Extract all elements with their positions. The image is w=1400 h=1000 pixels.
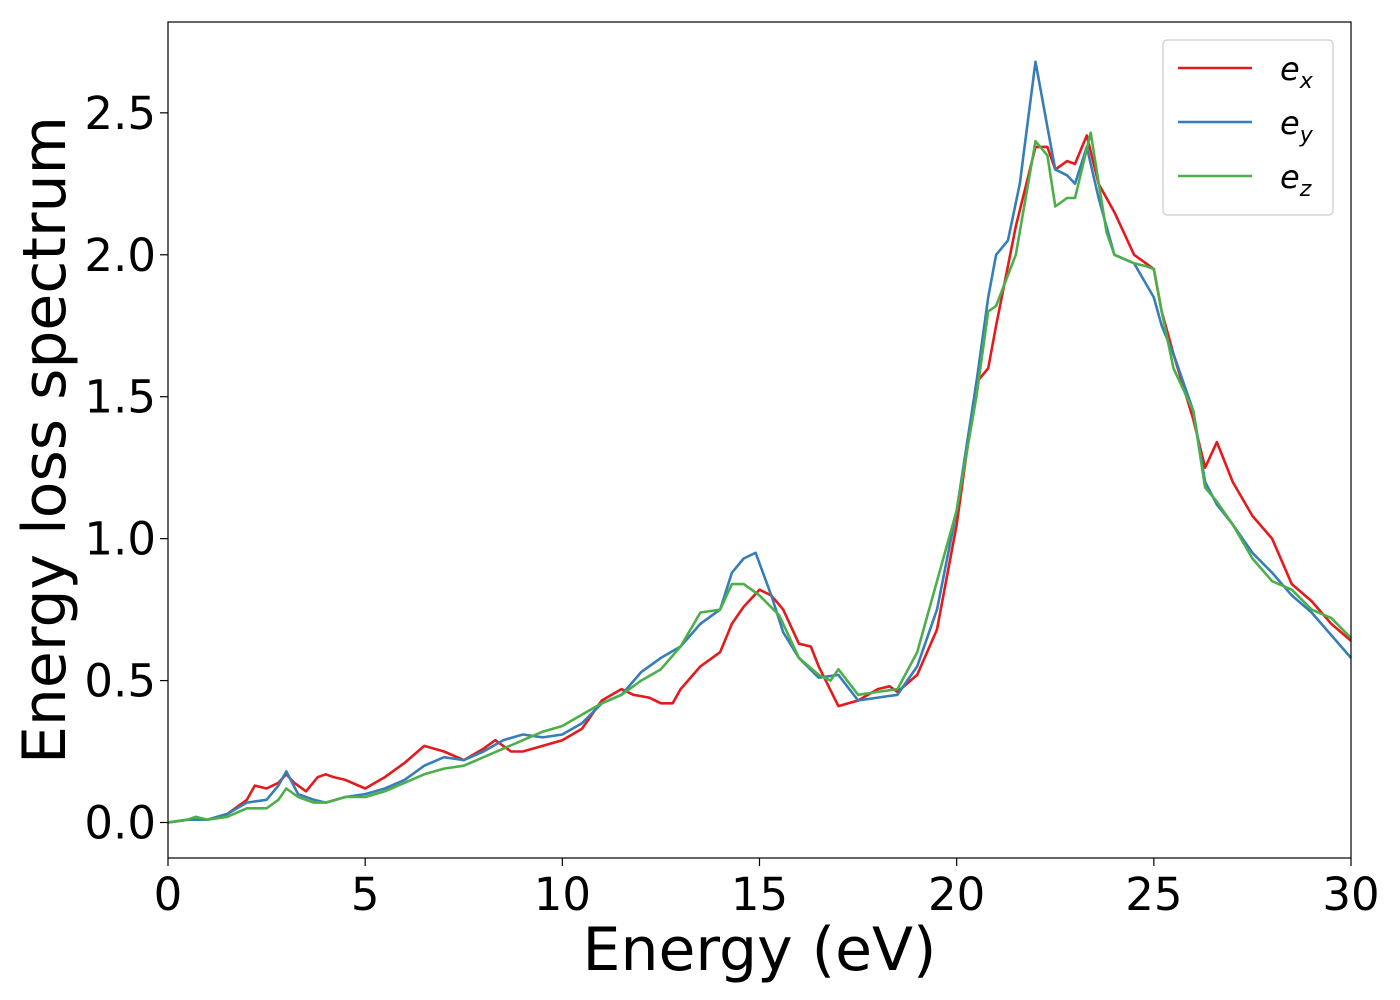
x-axis-title: Energy (eV) [583, 915, 937, 985]
series-line-x [167, 134, 1352, 824]
legend-box [1162, 39, 1334, 216]
legend-label-base: e [1280, 50, 1300, 88]
x-tick-label: 30 [1322, 868, 1379, 921]
x-axis-ticks: 0 5 10 15 20 25 30 [154, 858, 1380, 921]
legend-label-base: e [1280, 104, 1300, 142]
series-layer [167, 60, 1352, 824]
legend-label-x: ex [1280, 50, 1314, 94]
y-tick-label: 2.0 [84, 229, 156, 282]
legend-label-y: ey [1280, 104, 1314, 148]
y-tick-label: 1.5 [84, 371, 156, 424]
y-tick-label: 0.5 [84, 655, 156, 708]
y-tick-label: 2.5 [84, 87, 156, 140]
x-tick-label: 25 [1125, 868, 1182, 921]
x-tick-label: 0 [154, 868, 183, 921]
y-tick-label: 1.0 [84, 513, 156, 566]
legend-label-subscript: x [1299, 69, 1314, 94]
x-tick-label: 20 [928, 868, 985, 921]
y-axis-title: Energy loss spectrum [10, 116, 80, 764]
legend-label-subscript: y [1299, 123, 1314, 148]
x-tick-label: 10 [534, 868, 591, 921]
y-axis-ticks: 0.0 0.5 1.0 1.5 2.0 2.5 [84, 87, 168, 850]
legend-label-subscript: z [1299, 177, 1312, 202]
x-tick-label: 5 [351, 868, 380, 921]
series-line-z [167, 131, 1352, 824]
y-tick-label: 0.0 [84, 797, 156, 850]
x-tick-label: 15 [731, 868, 788, 921]
legend-label-base: e [1280, 158, 1300, 196]
legend-label-z: ez [1280, 158, 1312, 202]
series-line-y [167, 60, 1352, 824]
